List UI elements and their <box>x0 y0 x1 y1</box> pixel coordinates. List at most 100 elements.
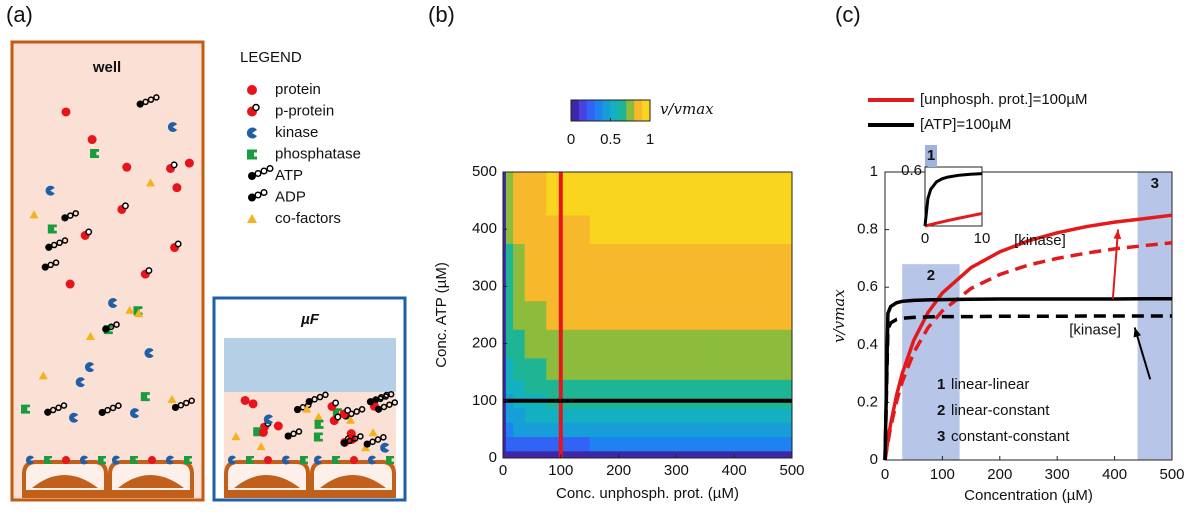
heat-cell <box>503 379 506 394</box>
heat-cell <box>525 451 547 459</box>
heat-cell <box>506 172 514 187</box>
heat-cell <box>513 301 525 330</box>
heat-cell <box>525 358 547 380</box>
colorbar-segment <box>579 100 587 121</box>
heat-cell <box>648 437 706 452</box>
y-axis-label: v/vmax <box>830 289 848 343</box>
legend-label: protein <box>275 81 321 98</box>
heat-cell <box>648 379 706 394</box>
heat-cell <box>513 379 525 394</box>
y-tick-label: 1 <box>870 163 878 180</box>
heat-cell <box>590 379 648 394</box>
heat-cell <box>590 422 648 437</box>
heat-cell <box>648 272 706 301</box>
x-axis-label: Concentration (µM) <box>964 487 1093 504</box>
x-tick-label: 200 <box>606 462 631 479</box>
heat-cell <box>525 422 547 437</box>
x-tick-label: 300 <box>1045 466 1070 483</box>
phosphate-icon <box>261 190 267 196</box>
heat-cell <box>546 451 590 459</box>
heat-cell <box>648 215 706 244</box>
protein-icon <box>274 422 283 431</box>
phosphate-icon <box>333 400 338 405</box>
heat-cell <box>506 186 514 215</box>
heat-cell <box>590 272 648 301</box>
kinase-icon <box>247 128 257 139</box>
heat-cell <box>648 358 706 380</box>
phosphate-icon <box>253 105 259 111</box>
heat-cell <box>503 437 506 452</box>
heat-cell <box>513 358 525 380</box>
y-tick-label: 400 <box>472 220 497 237</box>
x-tick-label: 100 <box>548 462 573 479</box>
phosphate-icon <box>123 203 128 208</box>
heat-cell <box>503 422 506 437</box>
panel-label: (a) <box>6 2 33 27</box>
heat-cell <box>525 408 547 423</box>
heat-cell <box>513 172 525 187</box>
legend-label: ADP <box>275 188 306 205</box>
heat-cell <box>525 379 547 394</box>
heat-cell <box>546 329 590 358</box>
inset-y-tick-label: 0.6 <box>901 162 922 179</box>
legend-label: p-protein <box>275 102 334 119</box>
heat-cell <box>503 301 506 330</box>
region-number: 3 <box>1151 175 1159 192</box>
heat-cell <box>525 301 547 330</box>
y-tick-label: 0.8 <box>857 221 878 238</box>
colorbar-segment <box>642 100 650 121</box>
heat-cell <box>506 244 514 273</box>
legend-label: co-factors <box>275 210 341 227</box>
legend-label: kinase <box>275 124 318 141</box>
heat-cell <box>763 437 792 452</box>
phosphate-icon <box>146 268 151 273</box>
heat-cell <box>506 451 514 459</box>
heat-cell <box>763 272 792 301</box>
heat-cell <box>513 215 525 244</box>
cofactor-icon <box>247 214 257 223</box>
x-tick-label: 0 <box>881 466 889 483</box>
y-tick-label: 0 <box>489 449 497 466</box>
protein-icon <box>88 135 97 144</box>
figure: (a) well µF LEGEND proteinp-proteinkinas… <box>0 0 1190 515</box>
heat-cell <box>503 172 506 187</box>
legend-label: ATP <box>275 167 303 184</box>
region-number: 2 <box>927 267 935 284</box>
heat-cell <box>546 437 590 452</box>
heat-cell <box>546 301 590 330</box>
protein-icon <box>264 456 272 464</box>
region-number: 3 <box>937 428 945 445</box>
heat-cell <box>705 272 763 301</box>
heat-cell <box>525 215 547 244</box>
legend-title: LEGEND <box>240 49 302 66</box>
heat-cell <box>648 329 706 358</box>
protein-icon <box>241 396 250 405</box>
colorbar-segment <box>571 100 579 121</box>
heat-cell <box>506 329 514 358</box>
legend-label: [unphosph. prot.]=100µM <box>920 91 1088 108</box>
heat-cell <box>705 358 763 380</box>
protein-icon <box>66 280 75 289</box>
heat-cell <box>503 451 506 459</box>
heat-cell <box>590 186 648 215</box>
colorbar-label: v/vmax <box>660 100 714 118</box>
y-tick-label: 200 <box>472 335 497 352</box>
region-description: linear-constant <box>951 402 1050 419</box>
heat-cell <box>503 358 506 380</box>
y-tick-label: 100 <box>472 392 497 409</box>
heat-cell <box>525 329 547 358</box>
microfluidic-label: µF <box>300 311 320 328</box>
phosphate-icon <box>345 408 350 413</box>
heat-cell <box>705 244 763 273</box>
heat-cell <box>590 215 648 244</box>
heat-cell <box>763 172 792 187</box>
well-box <box>12 42 203 500</box>
phosphate-icon <box>255 192 261 198</box>
heat-cell <box>763 358 792 380</box>
region-number: 1 <box>927 147 935 164</box>
heat-cell <box>513 186 525 215</box>
heat-cell <box>648 301 706 330</box>
inset-x-tick-label: 0 <box>921 230 929 247</box>
protein-icon <box>259 428 268 437</box>
colorbar-segment <box>618 100 626 121</box>
